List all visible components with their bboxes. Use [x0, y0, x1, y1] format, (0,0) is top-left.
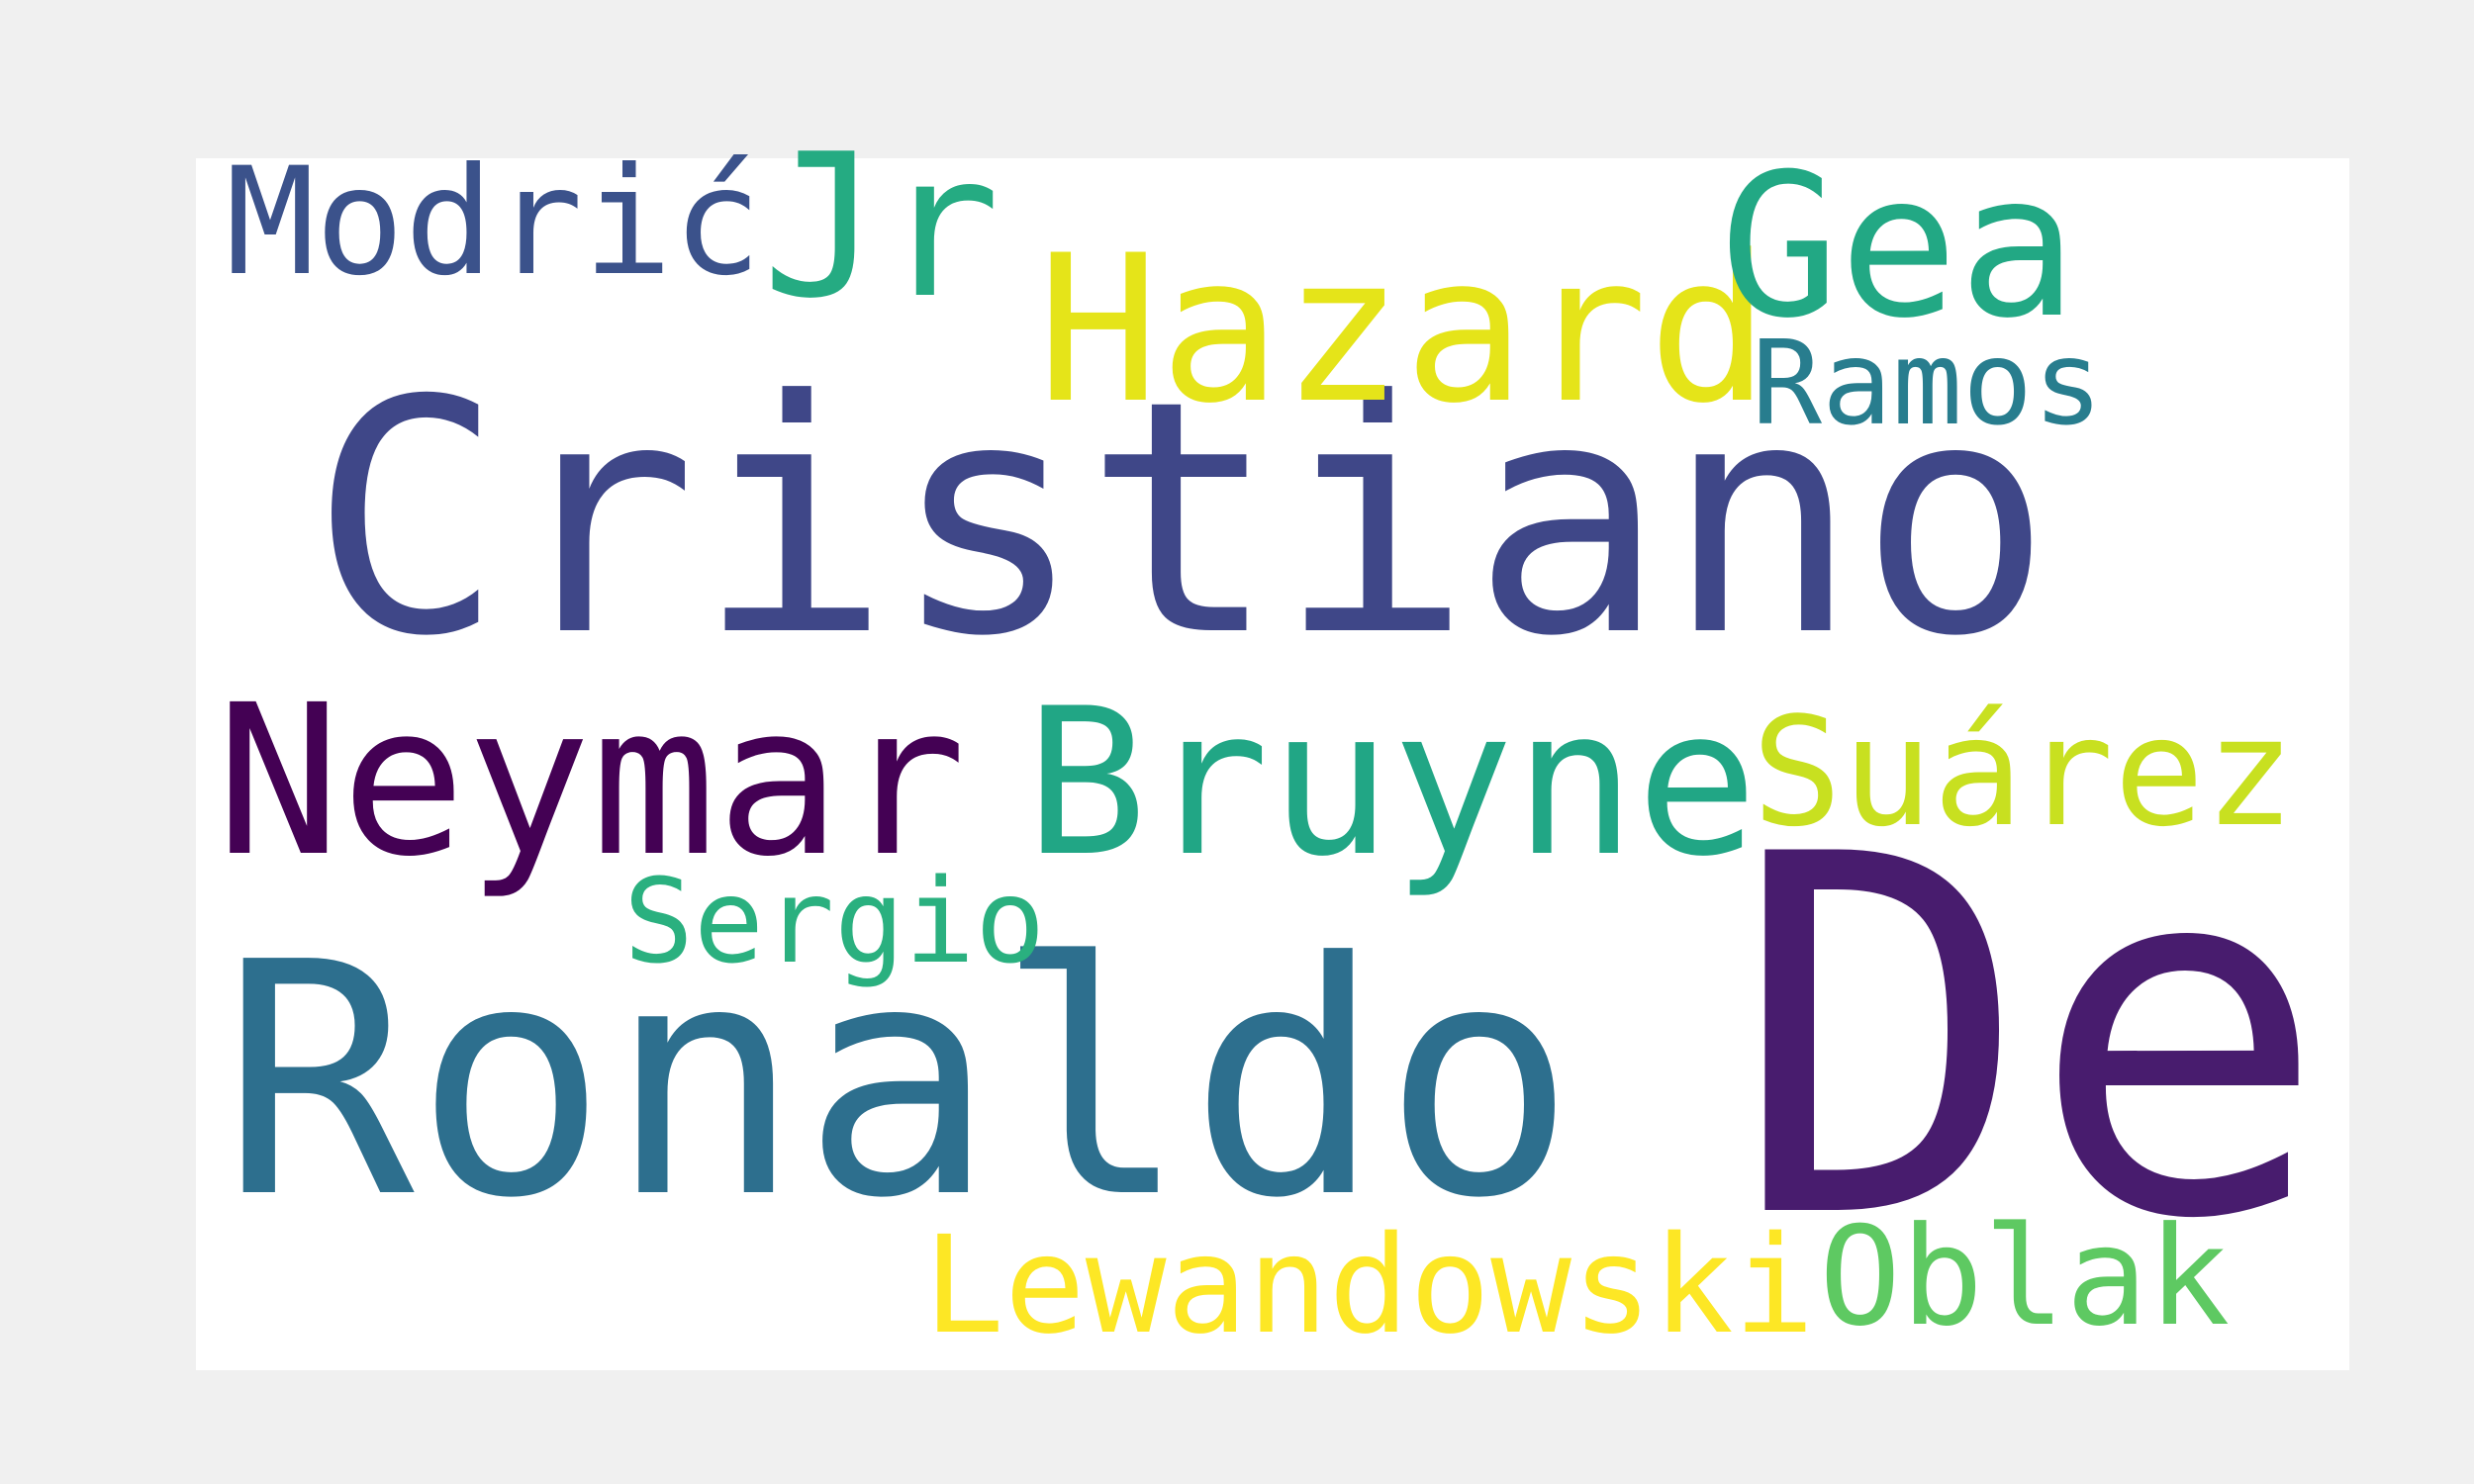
word-cristiano: Cristiano	[310, 331, 2052, 706]
word-sergio: Sergio	[623, 853, 1046, 989]
word-modric: Modrić	[226, 137, 762, 309]
word-jr: Jr	[762, 112, 1000, 342]
word-oblak: Oblak	[1819, 1197, 2231, 1356]
word-de: De	[1732, 751, 2329, 1327]
word-lewandowski: Lewandowski	[923, 1208, 1815, 1364]
word-ronaldo: Ronaldo	[221, 893, 1576, 1268]
word-cloud: Cristiano Ronaldo De Neymar Bruyne Suáre…	[196, 129, 2349, 1370]
word-gea: Gea	[1720, 132, 2078, 362]
word-ramos: Ramos	[1752, 315, 2104, 451]
word-hazard: Hazard	[1037, 213, 1770, 448]
word-neymar: Neymar	[216, 660, 967, 902]
word-suarez: Suárez	[1752, 685, 2296, 860]
word-bruyne: Bruyne	[1025, 666, 1759, 901]
